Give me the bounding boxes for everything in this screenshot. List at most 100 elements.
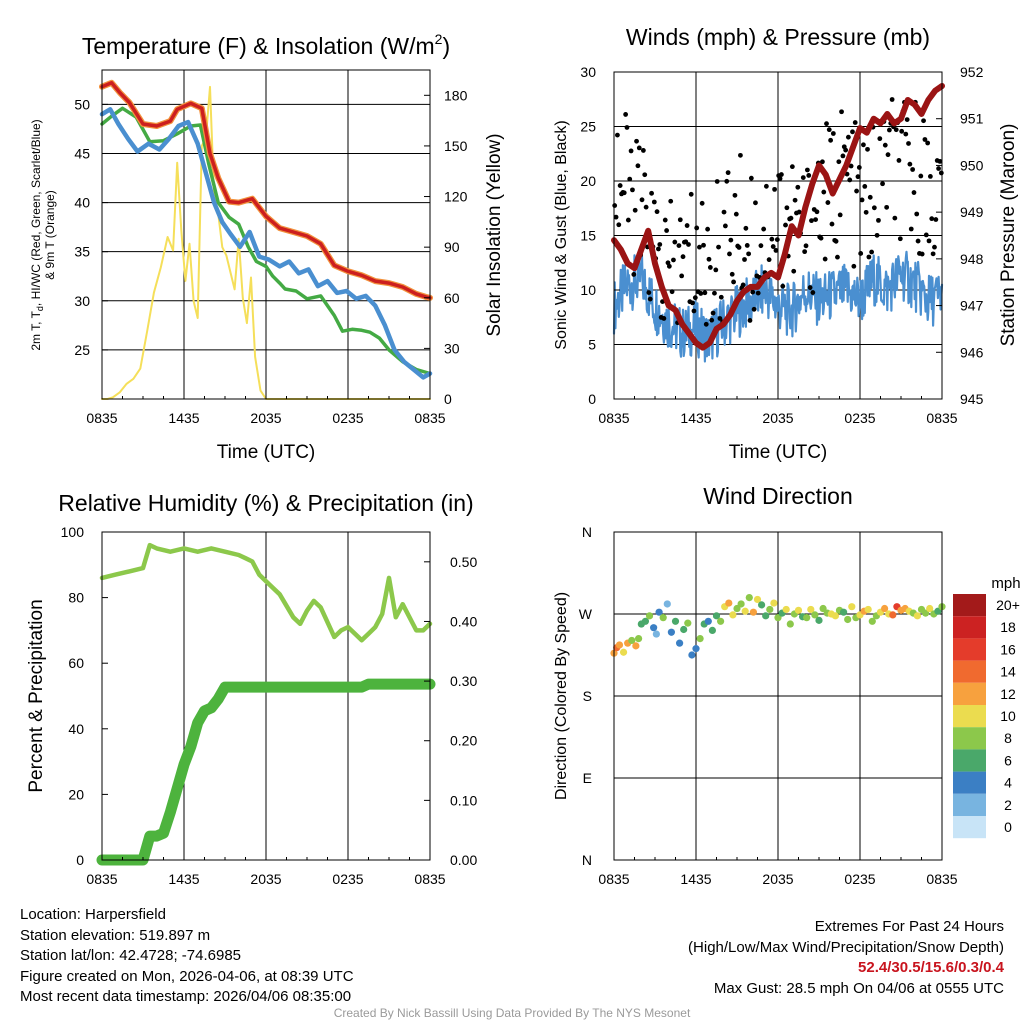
gust-dot [869, 249, 875, 255]
winds-title: Winds (mph) & Pressure (mb) [626, 24, 930, 50]
gust-dot [676, 243, 682, 248]
wind-y-label: Sonic Wind & Gust (Blue, Black) [553, 120, 570, 349]
gust-dot [724, 178, 730, 184]
gust-dot [877, 136, 883, 142]
direction-dot [667, 628, 676, 636]
direction-dot [926, 604, 934, 613]
y-tick-label: 30 [74, 293, 90, 309]
direction-dot [786, 620, 794, 628]
gust-dot [899, 128, 905, 134]
gust-dot [761, 226, 767, 232]
legend-label: 4 [1004, 775, 1012, 791]
y-tick-label: N [582, 524, 592, 540]
humidity-series [96, 542, 436, 866]
gust-dot [789, 164, 795, 170]
gust-dot [862, 184, 868, 189]
sonic-wind-line [612, 250, 944, 363]
gust-dot [919, 251, 925, 257]
gust-dot [742, 257, 747, 262]
temperature-y-label-line2: & 9m T (Orange) [43, 190, 57, 280]
x-tick-label: 0835 [86, 410, 117, 426]
y-tick-label: 45 [74, 145, 90, 161]
gust-dot [783, 222, 788, 228]
direction-dot [645, 612, 654, 620]
y-right-tick-label: 0.40 [450, 613, 477, 629]
x-tick-label: 0835 [414, 871, 445, 887]
y-right-tick-label: 30 [444, 340, 460, 356]
gust-dot [825, 200, 831, 205]
gust-dot [716, 244, 721, 250]
gust-dot [828, 137, 834, 143]
gust-dot [848, 163, 854, 169]
gust-dot [627, 176, 633, 182]
y-tick-label: 0 [76, 852, 84, 868]
gust-dot [679, 273, 685, 279]
station-info: Location: Harpersfield Station elevation… [20, 905, 354, 1008]
gust-dot [906, 141, 911, 146]
gust-dot [710, 310, 716, 316]
gust-dot [628, 148, 634, 154]
x-tick-label: 0235 [844, 871, 875, 887]
direction-dot [889, 611, 897, 619]
y-right-tick-label: 180 [444, 87, 468, 103]
y-right-tick-label: 0.20 [450, 733, 477, 749]
winds-x-label: Time (UTC) [729, 442, 828, 463]
y-right-tick-label: 0.00 [450, 852, 477, 868]
winds-series [611, 83, 945, 363]
gust-dot [852, 120, 858, 125]
gust-dot [932, 244, 937, 250]
direction-x-axis: 0835 1435 2035 0235 0835 [598, 854, 958, 887]
gust-dot [907, 161, 913, 167]
legend-swatch [953, 793, 986, 816]
direction-dot [619, 648, 628, 656]
gust-dot [666, 263, 672, 269]
y-right-tick-label: 60 [444, 290, 460, 306]
gust-dot [654, 209, 660, 215]
humidity-y-label: Percent & Precipitation [26, 599, 47, 792]
gust-dot [743, 225, 749, 231]
direction-dot [881, 604, 889, 613]
gust-dot [780, 283, 786, 289]
gust-dot [617, 183, 623, 188]
gust-dot [612, 203, 618, 208]
direction-dot [868, 617, 876, 625]
legend-swatch [953, 616, 986, 639]
gust-dot [733, 211, 739, 217]
speed-legend: 20+ 18 16 14 12 10 8 6 4 2 0 [953, 594, 1020, 839]
gust-dot [921, 118, 926, 124]
figure-created: Figure created on Mon, 2026-04-06, at 08… [20, 967, 354, 985]
gust-dot [727, 251, 732, 257]
direction-dot [815, 616, 823, 624]
temperature-y-axis: 25 30 35 40 45 50 [74, 96, 108, 358]
windchill-line [99, 107, 433, 380]
direction-dot [688, 651, 696, 659]
x-tick-label: 0235 [332, 410, 363, 426]
direction-dot [663, 600, 671, 608]
gust-dot [640, 148, 646, 153]
gust-dot [820, 159, 825, 165]
y-right-tick-label: 945 [960, 391, 984, 407]
direction-dot [840, 608, 848, 616]
y-right-tick-label: 150 [444, 138, 468, 154]
gust-dot [731, 279, 736, 285]
gust-dot [829, 221, 835, 227]
gust-dot [615, 132, 620, 138]
gust-dot [747, 318, 753, 323]
gust-dot [636, 145, 642, 151]
gust-dot [770, 244, 776, 249]
humidity-gridlines [183, 532, 349, 860]
gust-dot [728, 237, 734, 243]
gust-dot [936, 166, 941, 171]
temperature-gridlines [102, 70, 430, 399]
winds-x-axis: 0835 1435 2035 0235 0835 [598, 393, 958, 426]
direction-dot [831, 612, 840, 620]
wind-y-axis: 0 5 10 15 20 25 30 [580, 64, 620, 407]
gust-dot [702, 290, 708, 296]
gust-dot [927, 173, 933, 179]
gust-dot [777, 176, 783, 182]
gust-dot [651, 199, 657, 205]
direction-dot [671, 617, 680, 625]
gust-dot [880, 181, 885, 187]
temperature-panel: Temperature (F) & Insolation (W/m2) 25 30… [29, 31, 505, 463]
direction-dot [749, 608, 758, 616]
